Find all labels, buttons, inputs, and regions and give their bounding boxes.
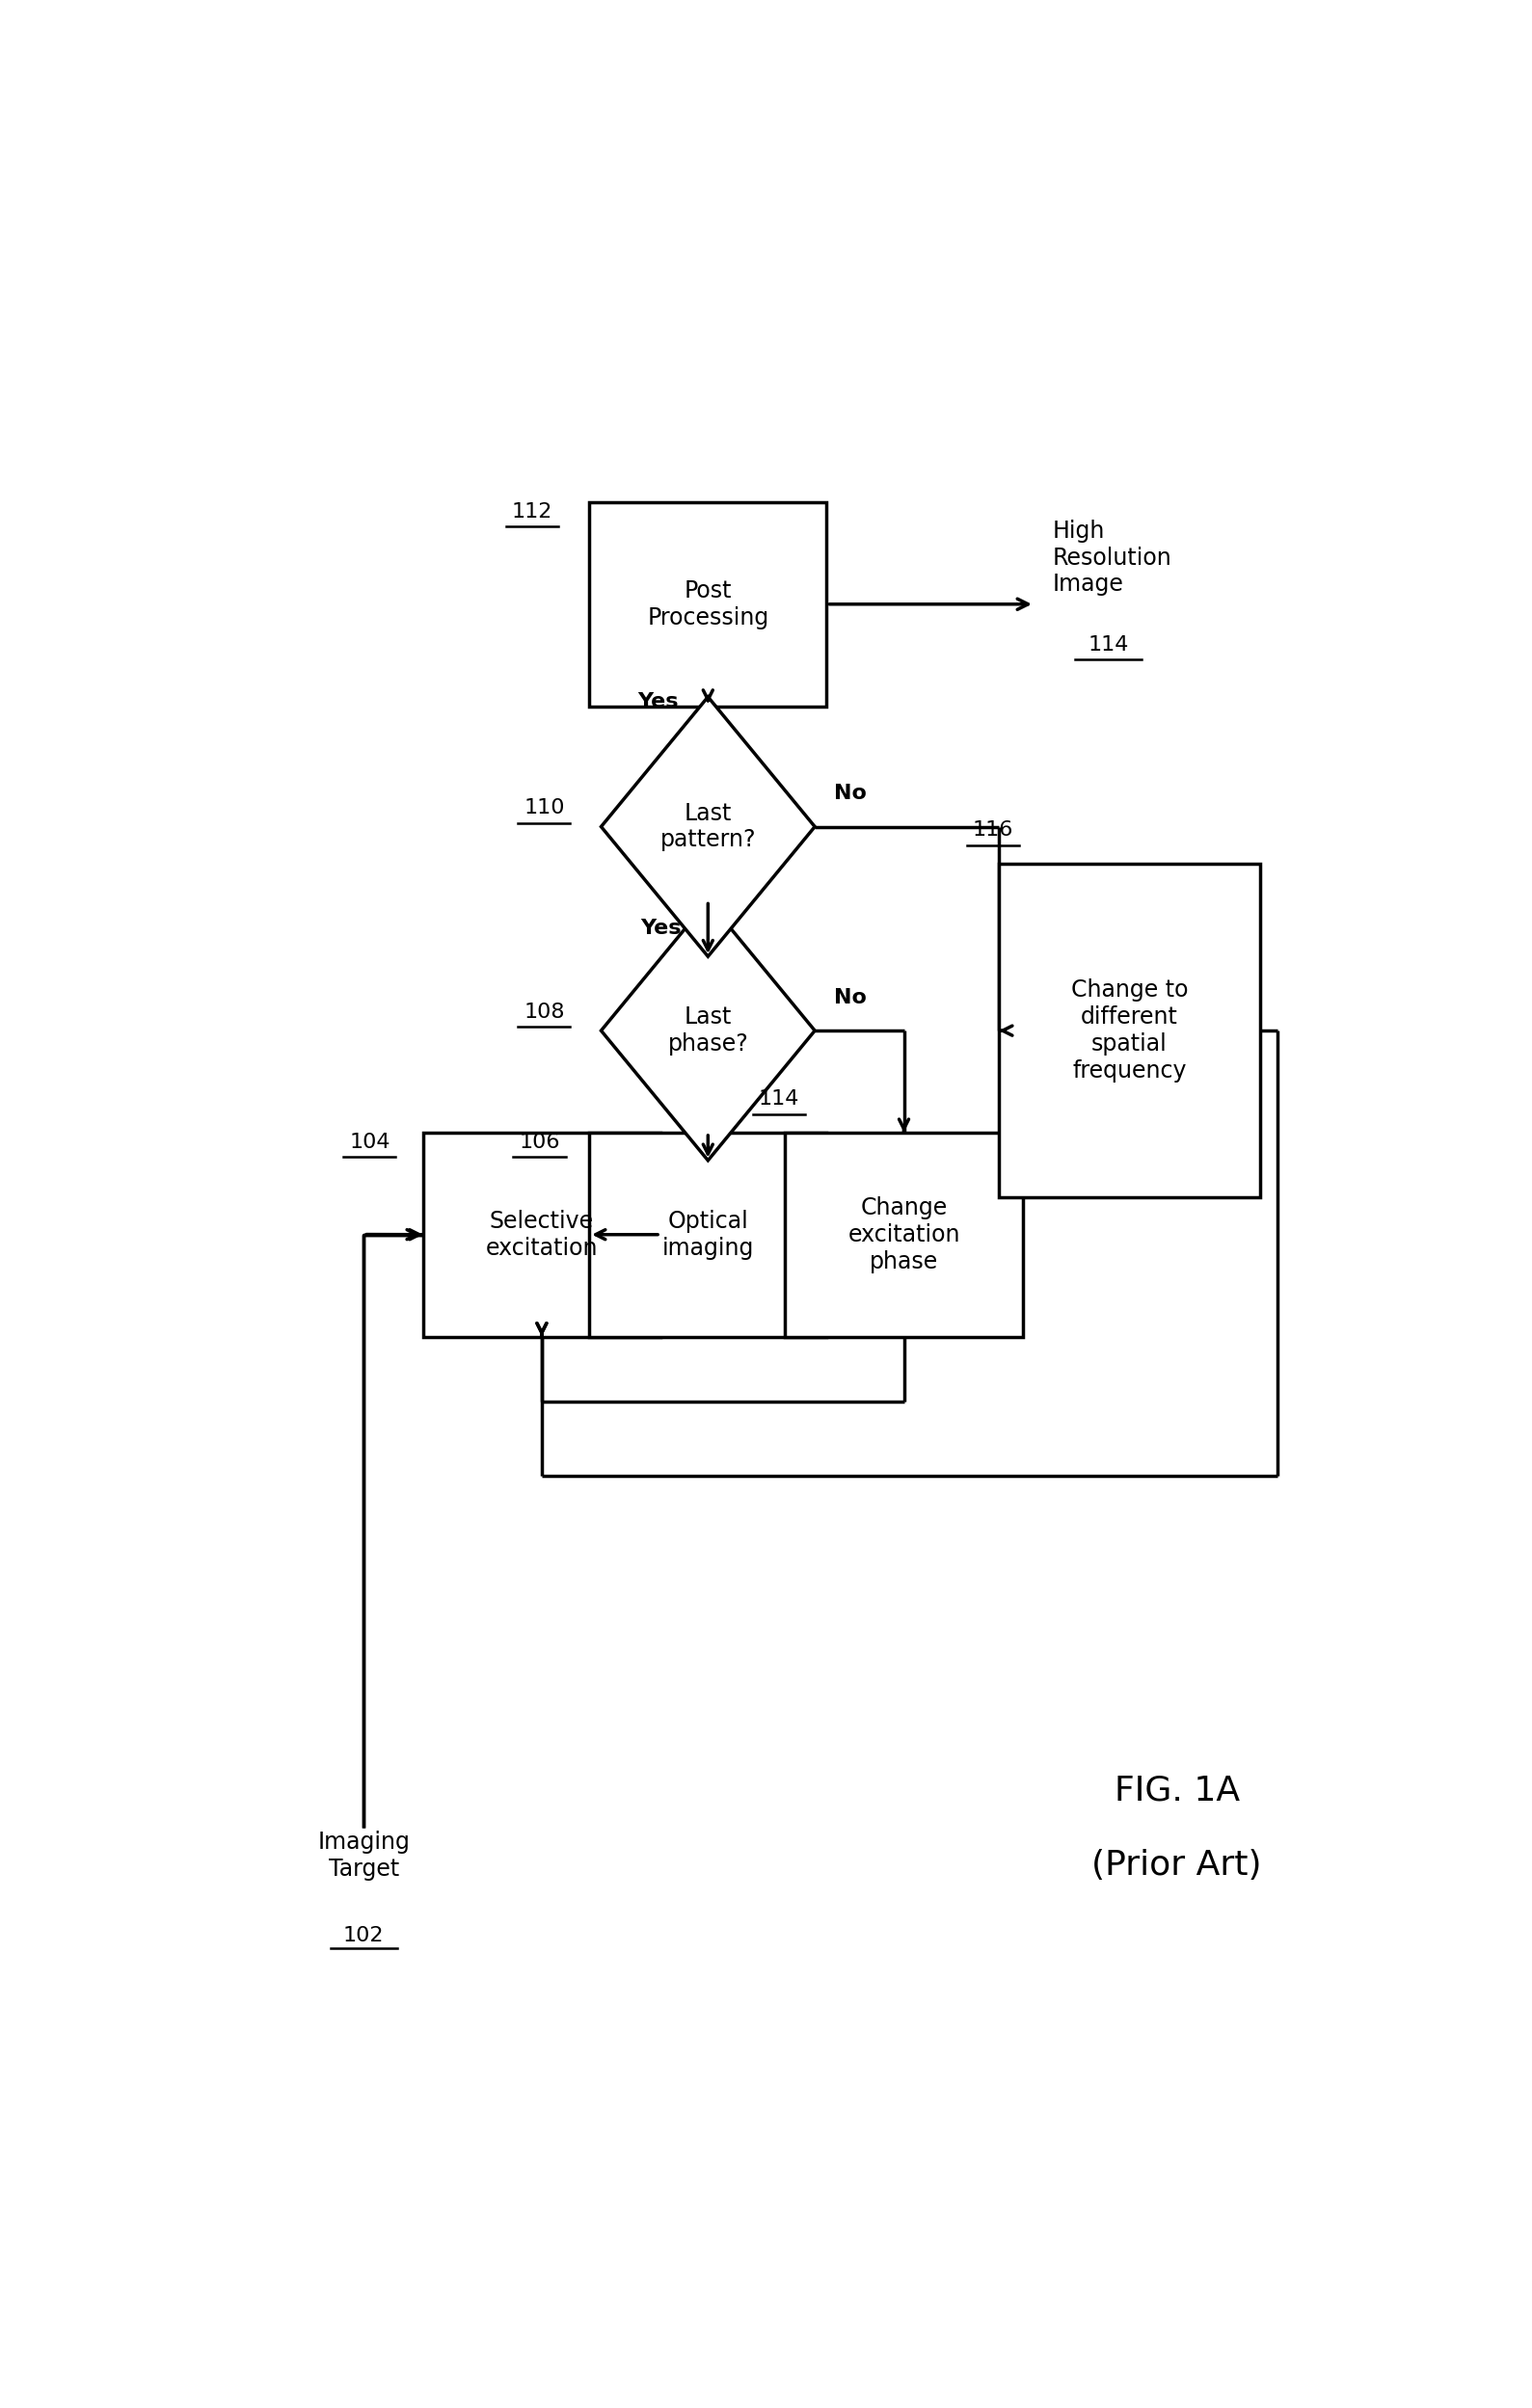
Polygon shape [601, 696, 815, 956]
Text: 112: 112 [512, 501, 553, 520]
Text: Optical
imaging: Optical imaging [662, 1209, 754, 1259]
Text: Selective
excitation: Selective excitation [486, 1209, 597, 1259]
Text: 114: 114 [1088, 636, 1129, 655]
Polygon shape [423, 1132, 660, 1336]
Text: 108: 108 [524, 1002, 565, 1021]
Text: No: No [833, 987, 867, 1007]
Text: 106: 106 [519, 1132, 559, 1151]
Text: Last
pattern?: Last pattern? [660, 802, 755, 852]
Text: Post
Processing: Post Processing [647, 580, 769, 628]
Text: 114: 114 [758, 1088, 800, 1108]
Text: Change
excitation
phase: Change excitation phase [847, 1197, 961, 1274]
Text: FIG. 1A: FIG. 1A [1114, 1775, 1239, 1808]
Polygon shape [999, 864, 1261, 1197]
Text: 116: 116 [973, 821, 1013, 840]
Text: Last
phase?: Last phase? [668, 1007, 748, 1055]
Polygon shape [590, 503, 827, 706]
Text: No: No [833, 783, 867, 802]
Text: High
Resolution
Image: High Resolution Image [1052, 520, 1172, 597]
Polygon shape [601, 901, 815, 1161]
Text: 104: 104 [349, 1132, 391, 1151]
Text: Yes: Yes [640, 920, 680, 939]
Text: (Prior Art): (Prior Art) [1092, 1849, 1262, 1881]
Text: 102: 102 [343, 1926, 385, 1946]
Text: Change to
different
spatial
frequency: Change to different spatial frequency [1071, 980, 1187, 1081]
Text: Imaging
Target: Imaging Target [317, 1830, 411, 1881]
Polygon shape [786, 1132, 1023, 1336]
Polygon shape [590, 1132, 827, 1336]
Text: Yes: Yes [637, 691, 679, 710]
Text: 110: 110 [524, 799, 565, 819]
